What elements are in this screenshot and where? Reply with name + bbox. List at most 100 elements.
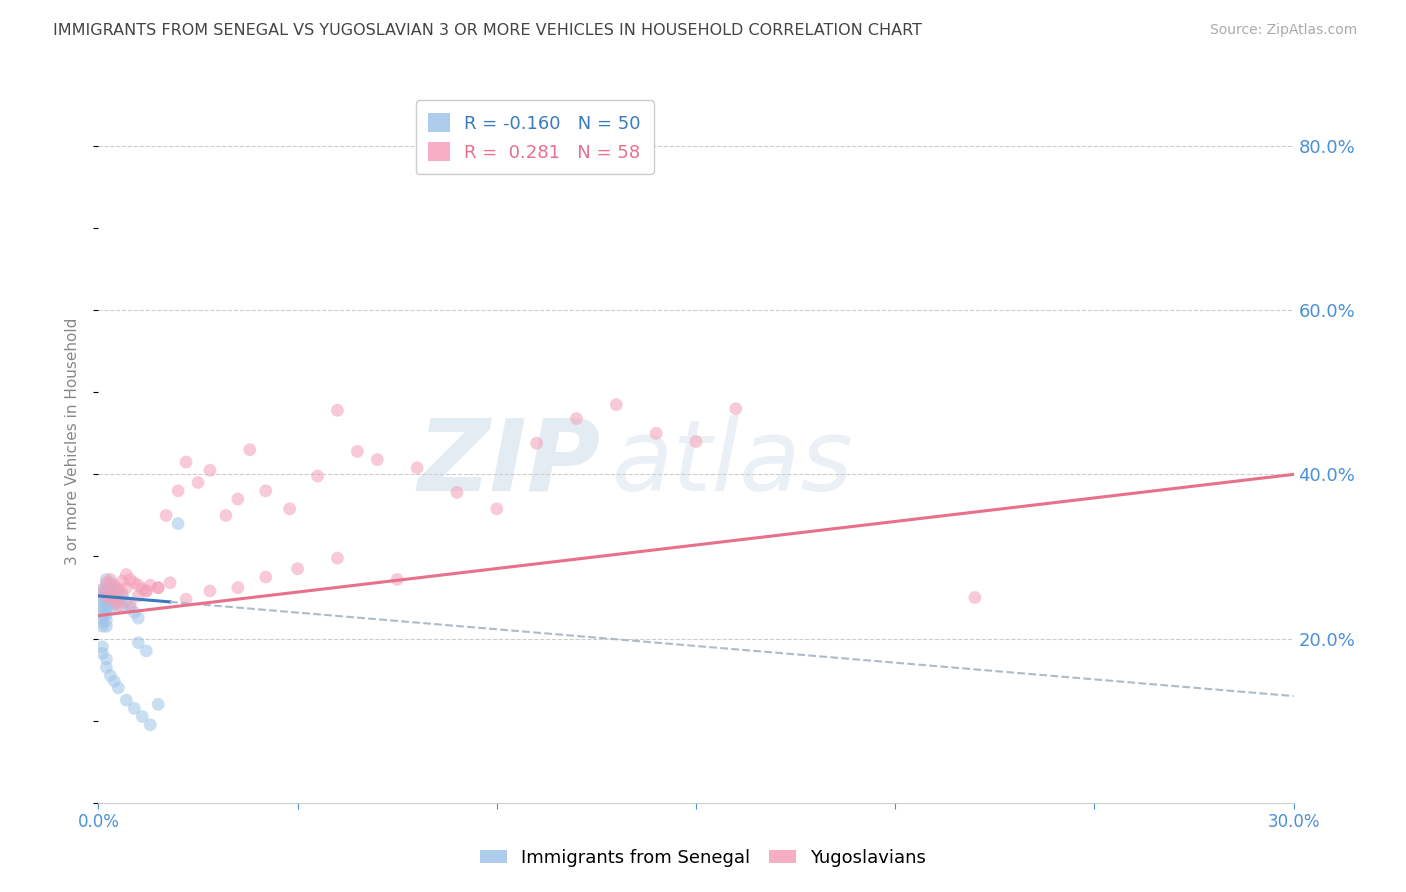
Point xyxy=(91,619,114,633)
Point xyxy=(127,636,149,650)
Point xyxy=(406,460,429,475)
Point xyxy=(98,595,122,609)
Point xyxy=(187,475,209,490)
Point xyxy=(127,589,149,603)
Point xyxy=(174,455,197,469)
Point xyxy=(98,668,122,682)
Point xyxy=(91,607,114,621)
Y-axis label: 3 or more Vehicles in Household: 3 or more Vehicles in Household xyxy=(65,318,80,566)
Point xyxy=(326,403,349,417)
Point xyxy=(91,611,114,625)
Point xyxy=(111,574,134,588)
Point xyxy=(98,589,122,603)
Point xyxy=(120,600,142,615)
Point xyxy=(111,586,134,600)
Point xyxy=(115,567,138,582)
Point xyxy=(91,594,114,608)
Point xyxy=(96,589,118,603)
Text: ZIP: ZIP xyxy=(418,415,600,512)
Point xyxy=(326,551,349,566)
Point xyxy=(526,436,548,450)
Point xyxy=(91,615,114,630)
Point xyxy=(91,584,114,599)
Point xyxy=(159,575,181,590)
Point xyxy=(96,578,118,592)
Point xyxy=(96,619,118,633)
Point xyxy=(98,582,122,597)
Point xyxy=(148,581,170,595)
Point xyxy=(278,501,301,516)
Point xyxy=(91,646,114,660)
Point xyxy=(139,718,162,732)
Point xyxy=(91,603,114,617)
Point xyxy=(103,581,125,595)
Point xyxy=(96,607,118,621)
Point xyxy=(124,701,146,715)
Point xyxy=(287,562,309,576)
Point xyxy=(96,652,118,666)
Point xyxy=(98,573,122,587)
Point xyxy=(239,442,262,457)
Legend: R = -0.160   N = 50, R =  0.281   N = 58: R = -0.160 N = 50, R = 0.281 N = 58 xyxy=(416,100,654,174)
Point xyxy=(167,516,190,531)
Point xyxy=(98,586,122,600)
Point xyxy=(103,591,125,605)
Text: Source: ZipAtlas.com: Source: ZipAtlas.com xyxy=(1209,23,1357,37)
Point xyxy=(131,582,153,597)
Point xyxy=(724,401,747,416)
Point xyxy=(115,581,138,595)
Point xyxy=(385,573,409,587)
Point xyxy=(98,602,122,616)
Text: atlas: atlas xyxy=(613,415,853,512)
Point xyxy=(226,491,249,506)
Point xyxy=(645,426,668,441)
Point xyxy=(107,594,129,608)
Legend: Immigrants from Senegal, Yugoslavians: Immigrants from Senegal, Yugoslavians xyxy=(472,842,934,874)
Point xyxy=(91,582,114,597)
Point xyxy=(91,591,114,605)
Point xyxy=(254,570,277,584)
Point xyxy=(91,640,114,654)
Point xyxy=(103,597,125,611)
Point xyxy=(135,584,157,599)
Point xyxy=(155,508,177,523)
Point xyxy=(115,594,138,608)
Point xyxy=(91,586,114,600)
Point xyxy=(107,582,129,597)
Point xyxy=(226,581,249,595)
Point xyxy=(103,589,125,603)
Point xyxy=(963,591,986,605)
Point xyxy=(107,584,129,599)
Point xyxy=(148,581,170,595)
Point xyxy=(346,444,368,458)
Point xyxy=(198,584,221,599)
Point xyxy=(96,600,118,615)
Point xyxy=(98,592,122,607)
Point xyxy=(103,674,125,689)
Point xyxy=(215,508,238,523)
Point xyxy=(96,575,118,590)
Point xyxy=(96,594,118,608)
Point xyxy=(366,452,388,467)
Point xyxy=(96,589,118,603)
Point xyxy=(111,589,134,603)
Point xyxy=(124,605,146,619)
Point xyxy=(107,594,129,608)
Point xyxy=(115,693,138,707)
Point xyxy=(127,578,149,592)
Point xyxy=(174,592,197,607)
Point xyxy=(96,614,118,628)
Point xyxy=(148,698,170,712)
Point xyxy=(120,573,142,587)
Point xyxy=(254,483,277,498)
Point xyxy=(131,709,153,723)
Point xyxy=(124,575,146,590)
Point xyxy=(127,611,149,625)
Point xyxy=(103,578,125,592)
Point xyxy=(135,584,157,599)
Point xyxy=(98,575,122,590)
Point xyxy=(120,597,142,611)
Point xyxy=(135,644,157,658)
Text: IMMIGRANTS FROM SENEGAL VS YUGOSLAVIAN 3 OR MORE VEHICLES IN HOUSEHOLD CORRELATI: IMMIGRANTS FROM SENEGAL VS YUGOSLAVIAN 3… xyxy=(53,23,922,38)
Point xyxy=(107,599,129,613)
